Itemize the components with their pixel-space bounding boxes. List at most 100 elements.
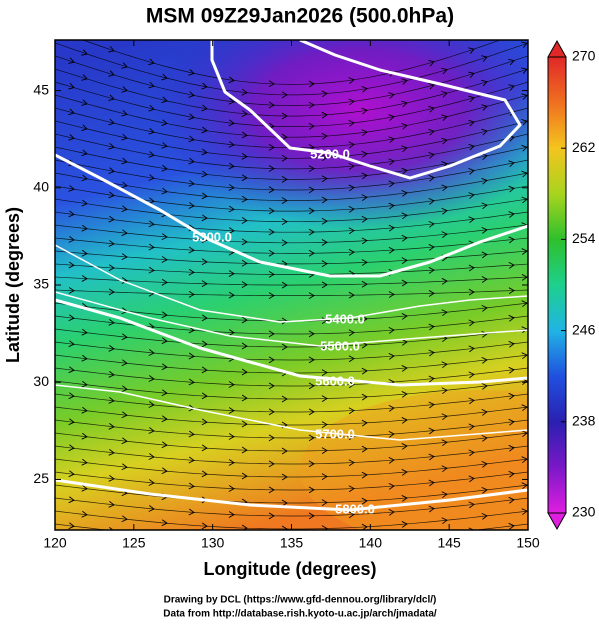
stream-arrow [281,112,288,120]
stream-arrow [228,433,235,440]
stream-arrow [161,363,168,371]
stream-arrow [161,256,168,263]
stream-arrow [201,340,208,348]
stream-arrow [268,80,275,88]
streamline [55,81,528,127]
stream-arrow [348,511,355,519]
stream-arrow [161,119,168,126]
stream-arrow [241,394,248,402]
stream-arrow [308,101,315,109]
stream-arrow [508,160,515,168]
stream-arrow [82,537,88,544]
stream-arrow [188,456,195,464]
stream-arrow [201,470,208,478]
stream-arrow [321,196,328,204]
stream-arrow [228,119,235,127]
stream-arrow [81,328,88,336]
stream-arrow [121,62,128,69]
field [150,40,528,230]
stream-arrow [161,519,168,527]
stream-arrow [508,84,515,91]
stream-arrow [161,142,168,149]
stream-arrow [241,316,248,324]
stream-arrow [441,67,448,75]
stream-arrow [441,413,448,421]
stream-arrow [268,292,275,299]
stream-arrow [508,32,515,39]
stream-arrow [228,141,235,148]
stream-arrow [361,237,368,245]
stream-arrow [148,453,155,460]
stream-arrow [188,202,195,209]
stream-arrow [348,184,355,192]
stream-arrow [201,214,208,222]
streamline [55,237,528,254]
stream-arrow [308,186,315,194]
stream-arrow [321,447,328,455]
streamline [55,367,528,387]
stream-arrow [108,345,115,352]
stream-arrow [308,207,315,215]
stream-arrow [241,524,248,530]
streamline [55,406,528,426]
colorbar-tick-label: 254 [572,230,596,246]
stream-arrow [388,158,395,166]
stream-arrow [429,558,435,564]
stream-arrow [281,525,288,530]
stream-arrow [428,401,435,409]
stream-arrow [481,382,488,390]
stream-arrow [348,205,355,213]
stream-arrow [268,408,275,416]
stream-arrow [388,456,395,464]
streamline [55,68,528,117]
stream-arrow [508,418,515,426]
stream-arrow [188,113,195,121]
stream-arrow [68,470,75,478]
stream-arrow [388,114,395,121]
stream-arrow [428,105,435,113]
stream-arrow [481,128,488,136]
stream-arrow [309,539,314,545]
stream-arrow [69,549,75,556]
stream-arrow [429,532,435,538]
stream-arrow [81,49,88,56]
stream-arrow [161,415,168,423]
plot-area: 5200.0 5300.0 5400.0 5500.0 5600.0 5700.0 5800… [55,32,528,564]
stream-arrow [481,330,488,338]
streamline [55,419,528,439]
stream-arrow [268,434,275,442]
stream-arrow [321,175,328,183]
stream-arrow [241,446,248,454]
streamline [55,380,528,400]
stream-arrow [441,361,448,369]
stream-arrow [308,382,315,390]
stream-arrow [281,239,288,247]
stream-arrow [468,288,475,296]
stream-arrow [361,315,368,323]
streamline [55,263,528,275]
stream-arrow [468,168,475,175]
stream-arrow [281,154,288,162]
stream-arrow [468,319,475,327]
stream-arrow [161,311,168,319]
stream-arrow [268,270,275,278]
stream-arrow [361,523,368,530]
stream-arrow [81,432,88,440]
stream-arrow [348,98,355,106]
stream-arrow [108,527,115,530]
streamline [55,497,528,517]
streamline [55,315,528,335]
stream-arrow [228,184,235,191]
stream-arrow [468,501,475,509]
stream-arrow [401,391,408,398]
stream-arrow [108,94,115,102]
stream-arrow [521,300,528,308]
streamline [55,393,528,413]
stream-arrow [108,397,115,404]
stream-arrow [401,100,408,108]
streamline [55,484,528,504]
stream-arrow [521,456,528,464]
stream-arrow [389,535,394,541]
stream-arrow [148,401,155,408]
stream-arrow [441,465,448,473]
